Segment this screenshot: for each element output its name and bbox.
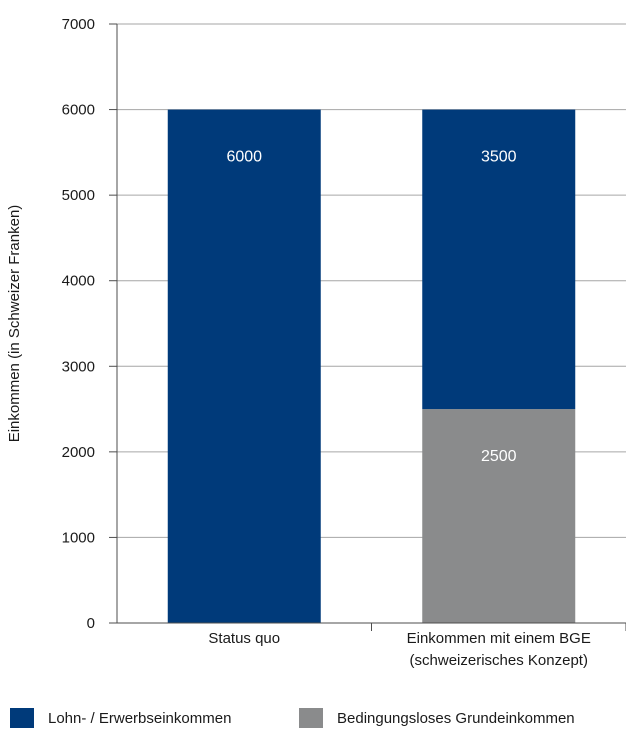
- y-tick-label-4000: 4000: [62, 273, 95, 290]
- y-tick-label-0: 0: [87, 615, 95, 632]
- y-tick-label-6000: 6000: [62, 102, 95, 119]
- bar-chart: 0 1000 2000 3000 4000 5000 6000 7000 6000 Status …: [6, 16, 626, 669]
- y-tick-label-2000: 2000: [62, 444, 95, 461]
- y-tick-label-3000: 3000: [62, 358, 95, 375]
- legend-swatch-lohn: [10, 708, 34, 728]
- x-tick-label-1-0: Einkommen mit einem BGE: [407, 630, 591, 647]
- data-label-1-1: 3500: [481, 149, 517, 166]
- y-tick-label-5000: 5000: [62, 187, 95, 204]
- y-tick-label-7000: 7000: [62, 16, 95, 33]
- x-tick-label-1-1: (schweizerisches Konzept): [410, 652, 588, 669]
- bar-1-series-0: [422, 409, 576, 623]
- legend-label-bge: Bedingungsloses Grundeinkommen: [337, 709, 575, 727]
- data-label-0-1: 6000: [226, 149, 262, 166]
- bar-0-series-1: [167, 109, 321, 624]
- legend-item-bge: Bedingungsloses Grundeinkommen: [299, 708, 575, 728]
- y-axis-title: Einkommen (in Schweizer Franken): [6, 205, 23, 443]
- y-tick-label-1000: 1000: [62, 529, 95, 546]
- x-tick-label-0-0: Status quo: [208, 630, 280, 647]
- legend: Lohn- / Erwerbseinkommen Bedingungsloses…: [10, 708, 626, 730]
- legend-label-lohn: Lohn- / Erwerbseinkommen: [48, 709, 232, 727]
- legend-swatch-bge: [299, 708, 323, 728]
- axes: [109, 23, 626, 631]
- data-label-1-0: 2500: [481, 448, 517, 465]
- bars: [167, 109, 576, 624]
- bar-1-series-1: [422, 109, 576, 410]
- labels: 0 1000 2000 3000 4000 5000 6000 7000 6000 Status …: [6, 16, 591, 669]
- legend-item-lohn: Lohn- / Erwerbseinkommen: [10, 708, 231, 728]
